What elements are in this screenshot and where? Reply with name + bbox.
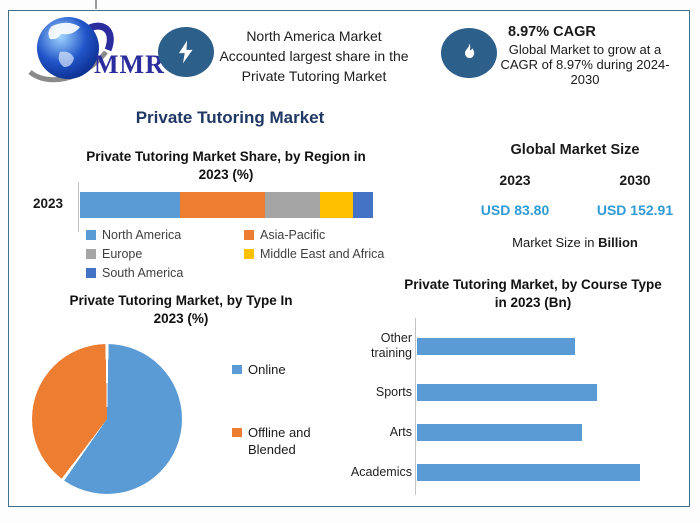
pie-legend-label: Offline and Blended [248,425,311,457]
course-row-sports: Sports [350,384,688,402]
legend-marker [244,230,254,240]
flame-icon [465,43,475,59]
course-chart-title-line: in 2023 (Bn) [494,295,572,310]
legend-marker [86,230,96,240]
region-legend-item: South America [86,265,244,281]
region-bar-segment-asia-pacific [179,192,265,218]
pie-legend-item-online: Online [232,361,348,378]
course-category-label: Arts [389,424,412,439]
lightning-badge [158,27,214,77]
mmr-logo: MMR [24,14,164,90]
course-bar [417,337,575,355]
market-size-years: 2023 2030 [455,172,695,188]
pie-legend-item-offline: Offline and Blended [232,424,348,458]
market-size-note-prefix: Market Size in [512,235,599,250]
banner-line: Private Tutoring Market [241,68,387,84]
top-edge-artifact [95,0,97,9]
region-chart-title-line: 2023 (%) [198,167,254,182]
course-row-arts: Arts [350,423,688,441]
market-size-value-2023: USD 83.80 [480,202,550,218]
market-size-value-2030: USD 152.91 [596,202,674,218]
pie-chart-title: Private Tutoring Market, by Type In 2023… [31,292,331,328]
legend-marker [244,249,254,259]
legend-label: Asia-Pacific [260,228,326,242]
course-chart-title-line: Private Tutoring Market, by Course Type [404,277,662,292]
legend-label: South America [102,266,184,280]
market-size-title: Global Market Size [510,142,640,158]
pie-legend: Online Offline and Blended [232,361,348,458]
cagr-body: Global Market to grow at a CAGR of 8.97%… [500,42,670,87]
course-chart-title: Private Tutoring Market, by Course Type … [377,276,689,312]
cagr-title: 8.97% CAGR [508,24,596,40]
logo-text: MMR [94,50,165,79]
course-bar [417,384,597,402]
region-axis-line [78,182,79,232]
legend-label: North America [102,228,182,242]
course-bar [417,423,582,441]
market-size-year-2030: 2030 [619,172,651,188]
pie-chart-title-line: Private Tutoring Market, by Type In [69,293,293,308]
region-chart-title-line: Private Tutoring Market Share, by Region… [86,149,366,164]
region-bar-segment-europe [264,192,321,218]
region-stacked-bar [80,192,374,218]
globe-icon [28,17,114,83]
course-bar-chart: Other training Sports Arts Academics [350,320,688,492]
region-bar-segment-north-america [80,192,180,218]
course-category-label: Other training [371,331,412,361]
legend-marker [86,249,96,259]
offline-legend-marker [232,428,242,437]
online-legend-marker [232,365,242,374]
market-size-values: USD 83.80 USD 152.91 [455,202,695,218]
type-pie-chart [32,344,182,494]
page-title: Private Tutoring Market [135,108,325,127]
course-category-label: Sports [375,385,412,400]
course-bar [417,463,640,481]
region-legend-item: North America [86,227,244,243]
course-axis-line [415,318,416,495]
market-size-note-unit: Billion [598,235,638,250]
course-row-academics: Academics [350,463,688,481]
pie-chart-title-line: 2023 (%) [153,311,209,326]
banner-line: Accounted largest share in the [219,48,409,64]
lightning-icon [178,40,193,64]
legend-marker [86,268,96,278]
course-category-label: Academics [350,464,412,479]
region-bar-segment-south-america [352,192,374,218]
region-bar-segment-middle-east-and-africa [320,192,353,218]
banner-headline: North America Market Accounted largest s… [212,26,416,86]
flame-badge [441,28,497,78]
region-legend-item: Europe [86,246,244,262]
pie-legend-label: Online [248,362,286,377]
banner-line: North America Market [246,28,382,44]
region-axis-label: 2023 [33,196,64,211]
market-size-year-2023: 2023 [499,172,531,188]
cagr-block: 8.97% CAGR Global Market to grow at a CA… [492,24,678,87]
market-size-note: Market Size in Billion [455,235,695,250]
region-legend-item: Asia-Pacific [244,227,386,243]
legend-label: Europe [102,247,143,261]
region-chart-title: Private Tutoring Market Share, by Region… [51,148,401,184]
course-row-other-training: Other training [350,331,688,361]
region-legend-item: Middle East and Africa [244,246,386,262]
legend-label: Middle East and Africa [260,247,385,261]
region-legend: North America Asia-Pacific Europe Middle Ea… [86,227,386,281]
